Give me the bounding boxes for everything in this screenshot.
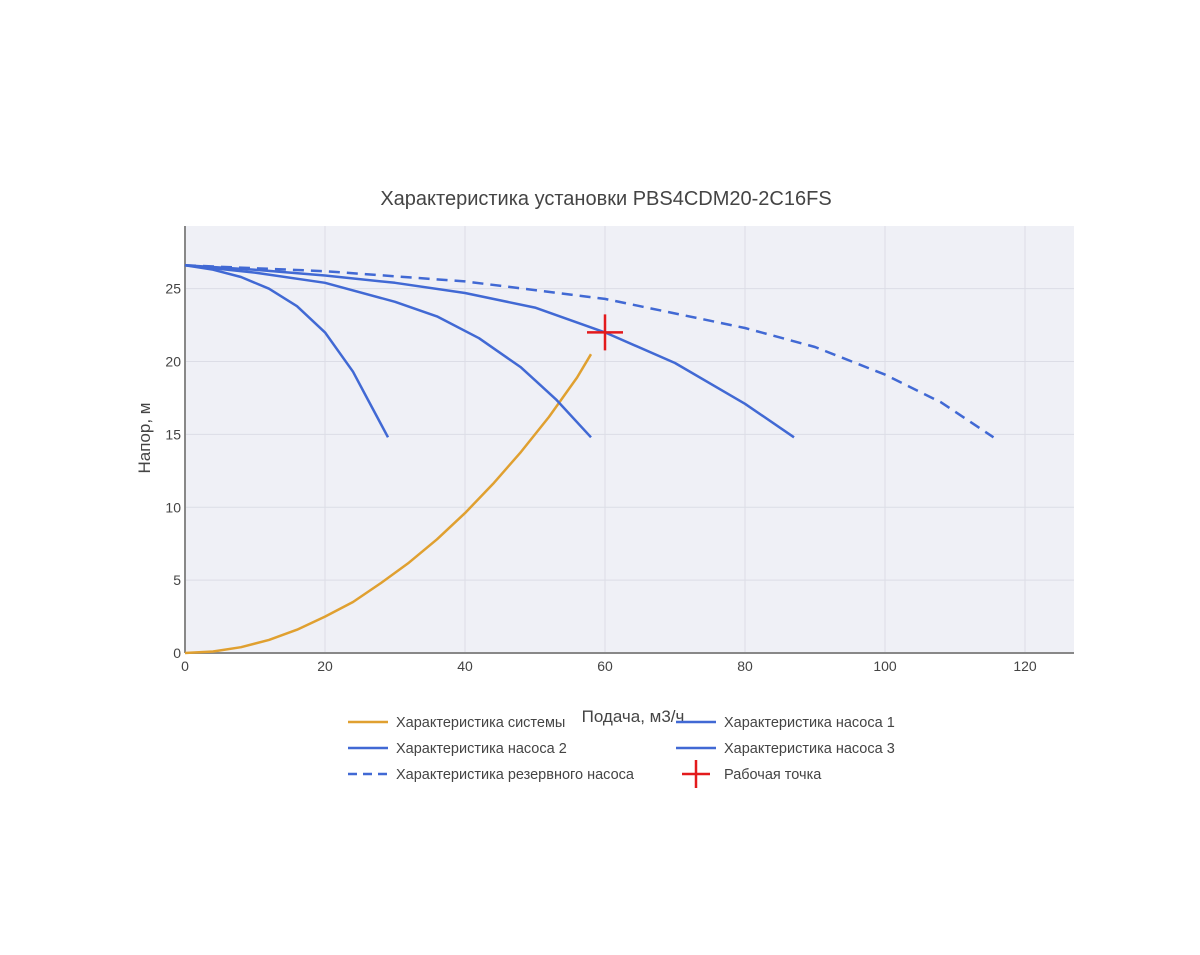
y-axis-title: Напор, м	[135, 403, 154, 474]
y-tick-label: 5	[173, 572, 181, 588]
x-tick-label: 60	[597, 658, 613, 674]
legend-item-5: Характеристика резервного насоса	[348, 767, 635, 783]
x-tick-label: 40	[457, 658, 473, 674]
series-group	[184, 264, 995, 655]
x-tick-label: 20	[317, 658, 333, 674]
series-line-3	[184, 264, 592, 439]
legend-label: Характеристика системы	[396, 715, 565, 731]
x-tick-label: 0	[181, 658, 189, 674]
legend-label: Рабочая точка	[724, 767, 822, 783]
series-line-5	[184, 264, 995, 439]
series-line-1	[184, 353, 593, 655]
chart-title: Характеристика установки PBS4CDM20-2C16F…	[380, 188, 831, 210]
y-tick-label: 15	[165, 426, 181, 442]
plot-area	[185, 226, 1074, 653]
legend-item-1: Характеристика системы	[348, 715, 565, 731]
y-tick-label: 10	[165, 499, 181, 515]
y-tick-label: 25	[165, 281, 181, 297]
x-tick-label: 100	[873, 658, 897, 674]
x-axis-title: Подача, м3/ч	[582, 707, 685, 726]
operating-point-marker	[587, 314, 623, 351]
axes: 0 20 40 60 80 100 120 0 5 10 15 20 25	[165, 226, 1074, 674]
y-tick-label: 0	[173, 645, 181, 661]
operating-point-group	[587, 314, 623, 351]
x-tick-label: 120	[1013, 658, 1037, 674]
legend-item-6: Рабочая точка	[682, 760, 822, 788]
series-line-2	[184, 264, 390, 438]
legend-label: Характеристика резервного насоса	[396, 767, 635, 783]
x-tick-label: 80	[737, 658, 753, 674]
y-tick-label: 20	[165, 354, 181, 370]
legend-item-3: Характеристика насоса 2	[348, 741, 567, 757]
legend-label: Характеристика насоса 1	[724, 715, 895, 731]
series-line-4	[184, 264, 795, 439]
grid	[185, 226, 1074, 653]
legend-label: Характеристика насоса 3	[724, 741, 895, 757]
legend-item-4: Характеристика насоса 3	[676, 741, 895, 757]
legend-label: Характеристика насоса 2	[396, 741, 567, 757]
legend: Характеристика системы Характеристика нас…	[348, 715, 895, 788]
legend-item-2: Характеристика насоса 1	[676, 715, 895, 731]
